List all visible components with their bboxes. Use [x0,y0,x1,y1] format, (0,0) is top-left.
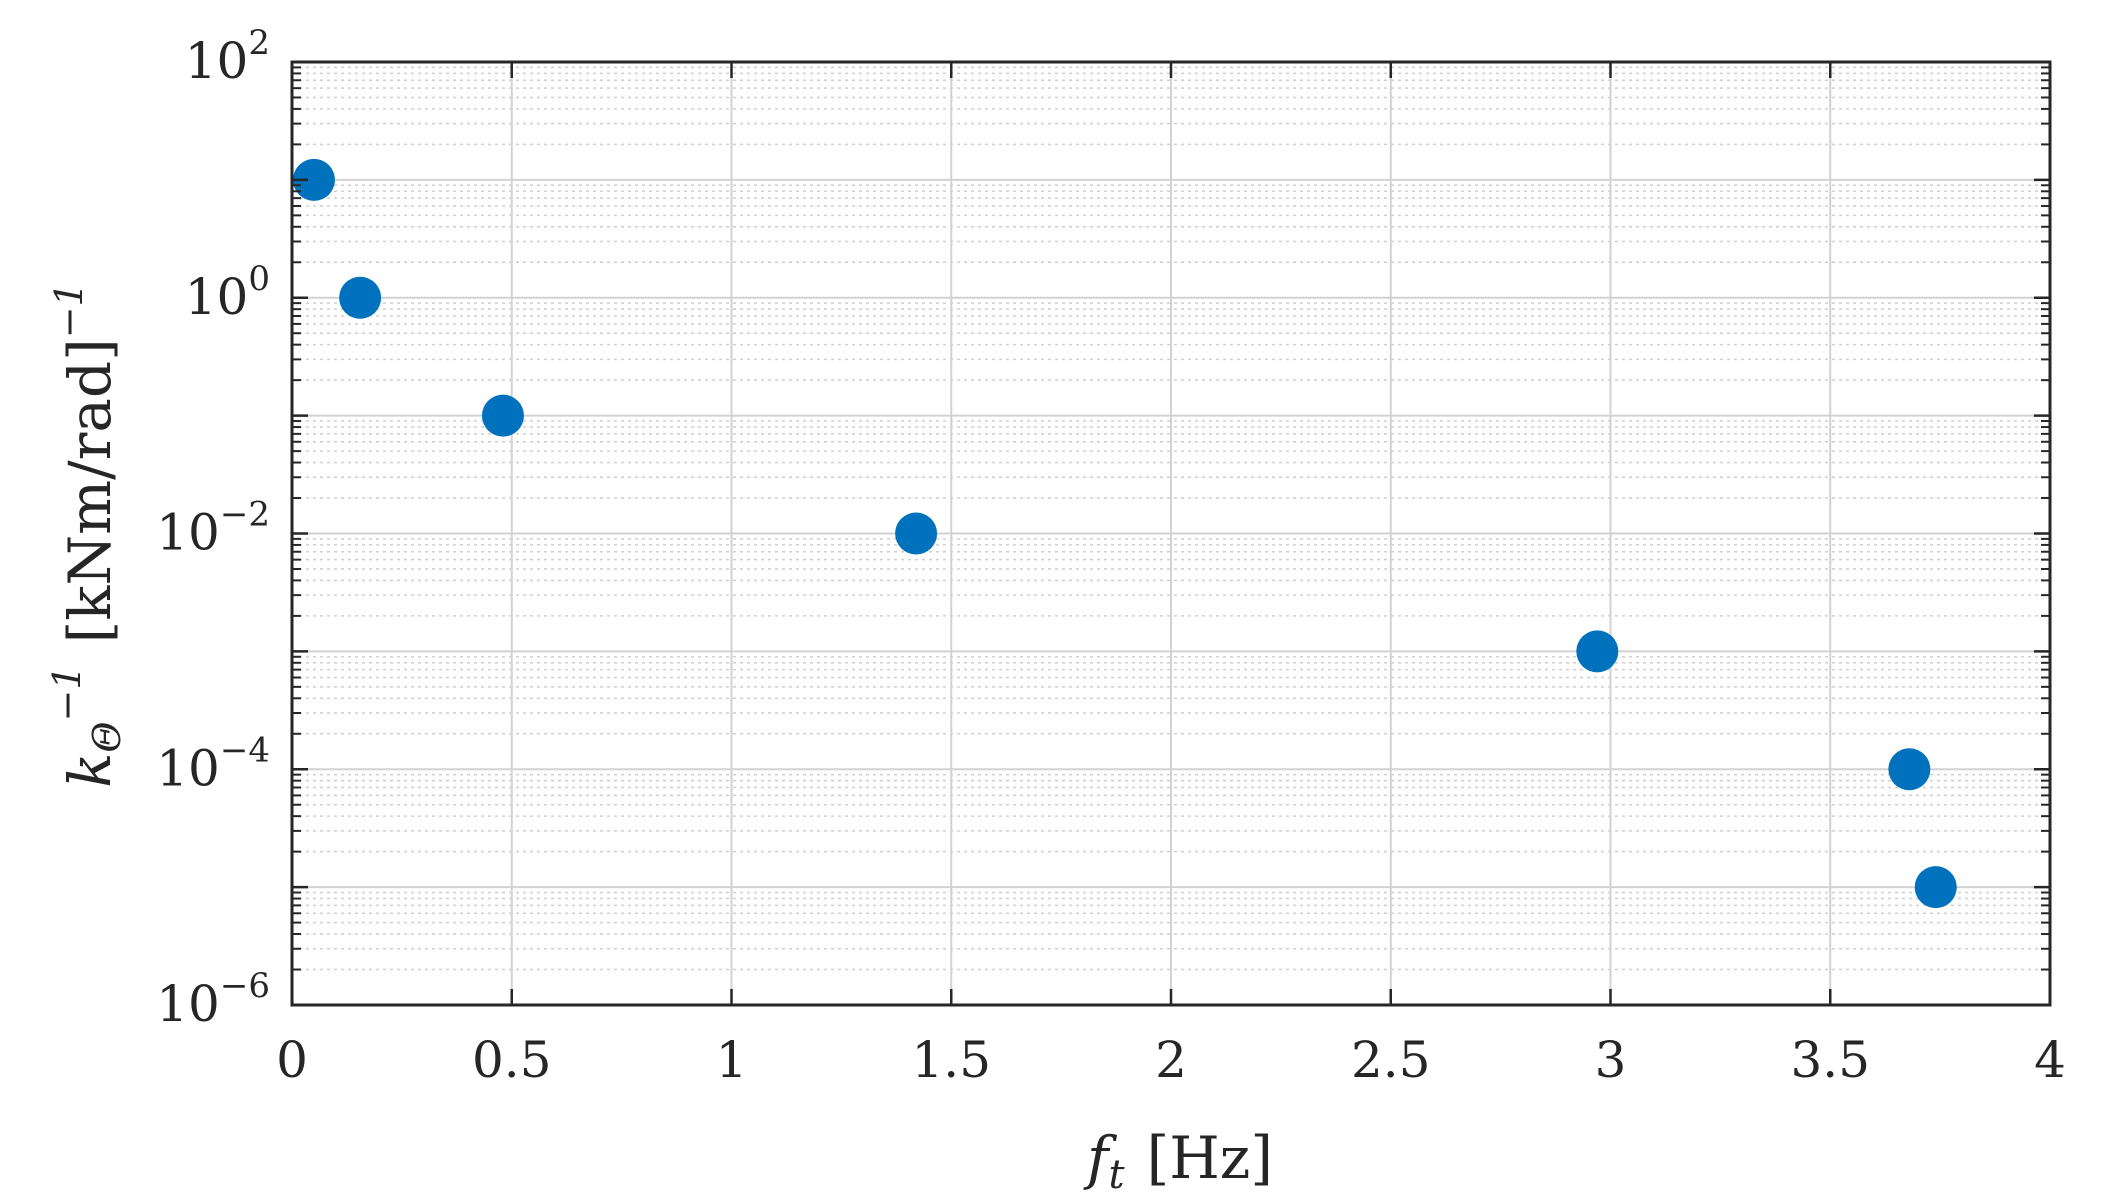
major-grid [291,61,2051,1006]
y-tick-label: 100 [185,259,270,326]
y-axis-label-unit-sup: −1 [47,282,91,338]
minor-grid [292,66,2050,971]
data-point [1914,866,1957,909]
data-point [895,512,938,555]
data-point [339,276,382,319]
x-tick-label: 3.5 [1790,1031,1870,1089]
data-point [1888,748,1931,791]
x-tick-label: 1 [716,1031,748,1089]
y-axis-label-sup: −1 [45,665,89,721]
x-tick-label: 3 [1595,1031,1627,1089]
tick-marks [290,60,2052,1007]
x-tick-label: 2 [1155,1031,1187,1089]
x-tick-label: 0 [276,1031,308,1089]
data-point [1576,630,1619,673]
y-tick-label: 10−6 [156,966,270,1033]
y-tick-label: 10−2 [156,495,270,562]
x-tick-labels: 0 0.5 1 1.5 2 2.5 3 3.5 4 [276,1031,2066,1089]
y-tick-label: 10−4 [156,730,270,797]
data-point [481,394,524,437]
x-tick-label: 0.5 [472,1031,552,1089]
y-axis-label-var: k [56,753,124,788]
x-axis-label-unit: [Hz] [1147,1124,1273,1192]
data-points [292,158,1957,909]
data-point [292,158,335,201]
y-axis-label: kΘ−1[kNm/rad]−1 [45,282,129,788]
y-axis-label-unit: [kNm/rad] [56,338,124,643]
y-tick-label: 102 [185,23,270,90]
x-tick-label: 2.5 [1351,1031,1431,1089]
x-tick-label: 1.5 [911,1031,991,1089]
x-axis-label: ft [Hz] [1083,1124,1273,1194]
x-tick-label: 4 [2034,1031,2066,1089]
y-tick-labels: 102 100 10−2 10−4 10−6 [156,23,270,1033]
y-axis-label-sub: Θ [85,721,129,752]
x-axis-label-sub: t [1108,1152,1125,1194]
